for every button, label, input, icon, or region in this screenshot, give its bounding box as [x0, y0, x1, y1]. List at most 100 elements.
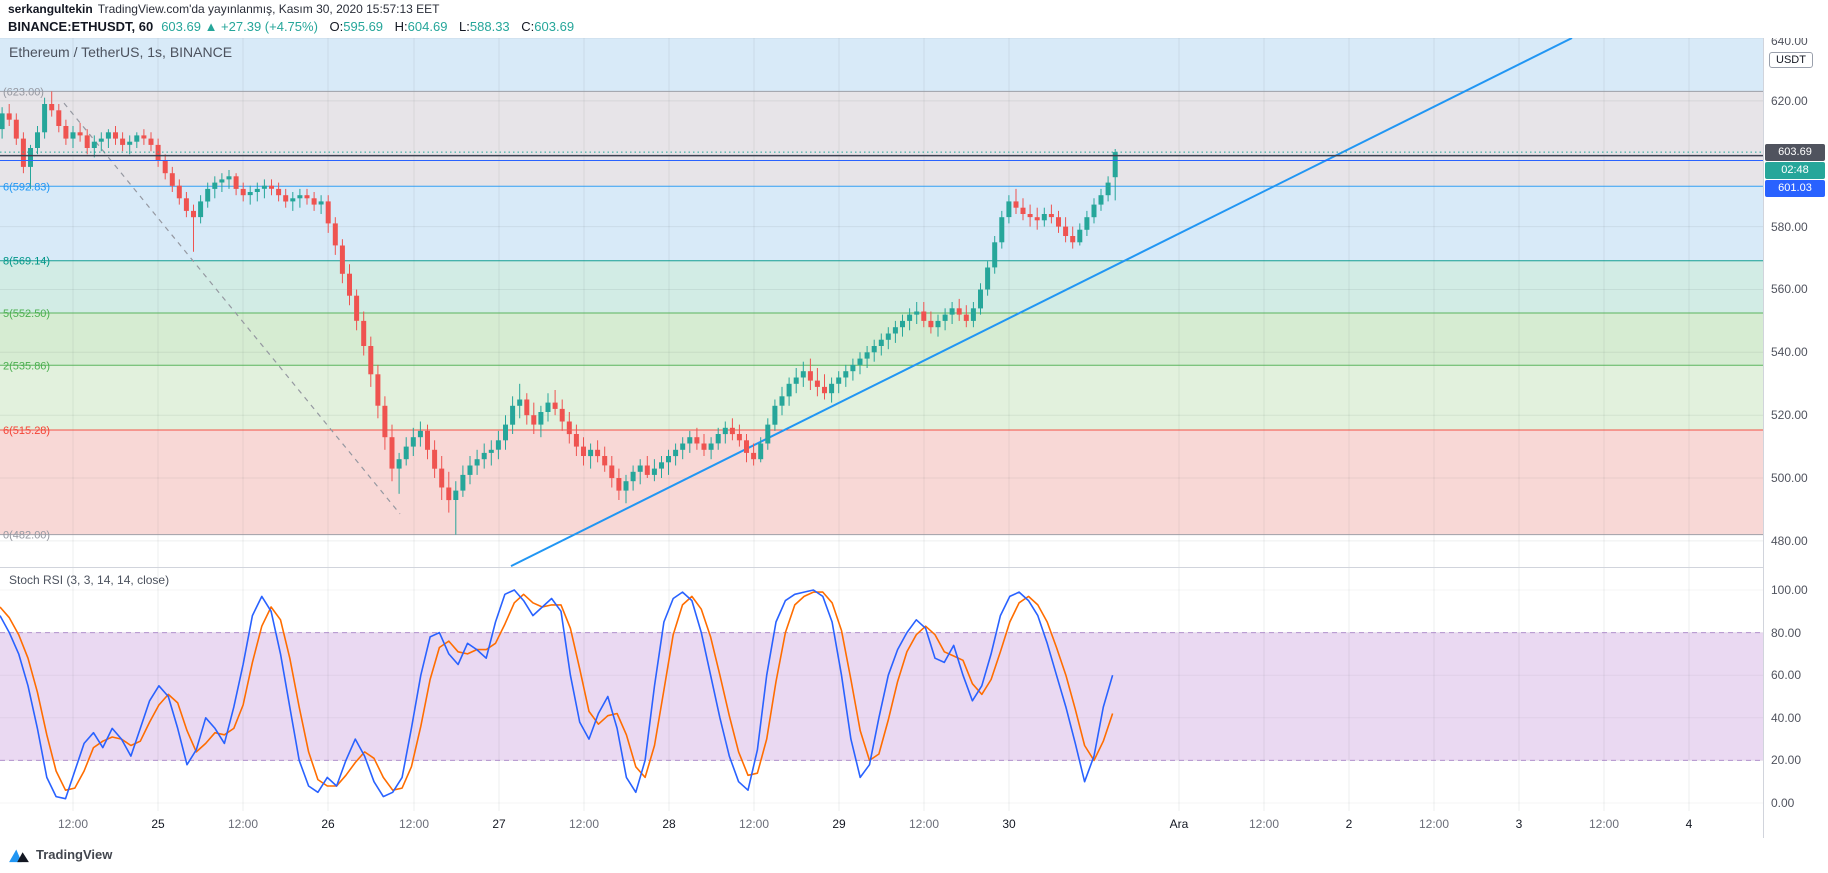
candle-body [1077, 229, 1083, 243]
price-change: ▲ +27.39 (+4.75%) [204, 19, 318, 34]
candle-body [779, 396, 785, 406]
candle-body [361, 320, 367, 346]
price-axis-label: 560.00 [1771, 282, 1808, 297]
candle-body [680, 443, 686, 450]
candle-body [495, 440, 501, 450]
candle-body [460, 474, 466, 491]
price-axis-label: 480.00 [1771, 533, 1808, 548]
fib-level-label: 8(569.14) [3, 256, 50, 268]
candle-body [1105, 182, 1111, 196]
candle-body [113, 132, 118, 139]
candle-body [77, 132, 83, 136]
time-axis-label: 12:00 [57, 817, 89, 831]
candle-body [439, 468, 445, 488]
candle-body [637, 465, 643, 472]
price-axis-label: 620.00 [1771, 93, 1808, 108]
main-chart-canvas[interactable]: (623.00) 6(592.83) 8(569.14) 5(552.50) 2(535… [0, 38, 1763, 567]
candle-body [105, 132, 111, 139]
candle-body [566, 421, 572, 435]
candle-body [311, 198, 317, 205]
candle-body [1091, 204, 1097, 218]
time-axis-label: 12:00 [1418, 817, 1450, 831]
close-value: 603.69 [534, 19, 575, 34]
stoch-band-fill [0, 632, 1763, 761]
stoch-axis-label: 60.00 [1771, 668, 1802, 683]
candle-body [949, 308, 955, 315]
candle-body [928, 320, 934, 328]
symbol-interval[interactable]: BINANCE:ETHUSDT, 60 [8, 19, 154, 34]
quote-currency-badge: USDT [1769, 52, 1813, 68]
candle-body [56, 110, 62, 126]
candle-body [325, 201, 331, 224]
candle-body [240, 188, 246, 196]
time-axis-label: Ara [1169, 817, 1189, 831]
candle-body [134, 135, 140, 142]
high-value: 604.69 [407, 19, 448, 34]
candle-body [772, 405, 778, 425]
candle-body [191, 210, 196, 218]
time-axis-label: 12:00 [908, 817, 940, 831]
candle-body [1070, 236, 1076, 243]
candle-body [290, 198, 296, 202]
candle-body [978, 289, 983, 309]
candle-body [368, 346, 374, 375]
candle-body [807, 371, 813, 381]
candle-body [694, 437, 700, 444]
candle-body [488, 449, 494, 453]
candle-body [141, 135, 147, 139]
candle-body [871, 346, 877, 353]
chart-legend-title[interactable]: Ethereum / TetherUS, 1s, BINANCE [9, 44, 233, 60]
candle-body [850, 364, 856, 372]
author-name[interactable]: serkangultekin [8, 2, 93, 16]
stoch-axis-label: 0.00 [1771, 796, 1795, 810]
candle-body [609, 465, 615, 479]
candle-body [49, 104, 55, 111]
pane-separator[interactable] [0, 567, 1828, 568]
stoch-axis-label: 80.00 [1771, 625, 1802, 640]
candle-body [318, 201, 324, 205]
stoch-rsi-pane-canvas[interactable] [0, 568, 1763, 811]
price-axis-label: 540.00 [1771, 345, 1808, 360]
symbol-row: BINANCE:ETHUSDT, 60 603.69 ▲ +27.39 (+4.7… [8, 19, 574, 34]
candle-body [1027, 214, 1033, 218]
candle-body [1048, 214, 1054, 218]
price-axis[interactable]: 640.00 620.00 580.00 560.00 540.00 520.00 500.… [1763, 34, 1828, 838]
stoch-rsi-indicator-label[interactable]: Stoch RSI (3, 3, 14, 14, close) [9, 573, 170, 587]
time-axis[interactable]: 12:00 25 12:00 26 12:00 27 12:00 28 12:00 29 12:00… [0, 811, 1763, 838]
candle-body [892, 327, 898, 334]
candle-body [623, 481, 629, 491]
price-axis-label: 520.00 [1771, 408, 1808, 423]
candle-body [729, 427, 735, 435]
last-price: 603.69 [161, 19, 201, 34]
candle-body [84, 135, 90, 148]
candle-body [843, 371, 849, 378]
price-axis-label: 580.00 [1771, 219, 1808, 234]
candle-body [814, 380, 820, 387]
candle-body [176, 185, 182, 199]
candle-body [793, 377, 799, 384]
candle-body [503, 424, 508, 441]
fib-level-label: 5(552.50) [3, 308, 50, 320]
time-axis-label: 12:00 [1248, 817, 1280, 831]
candle-body [970, 308, 976, 321]
candle-body [205, 188, 211, 202]
candle-body [744, 440, 749, 453]
candle-body [1041, 214, 1047, 221]
tradingview-brand[interactable]: TradingView [36, 846, 113, 862]
time-axis-label: 25 [151, 817, 165, 831]
candle-body [1112, 152, 1118, 178]
stoch-k-line [0, 589, 1114, 800]
candle-body [666, 456, 671, 463]
candle-body [992, 242, 998, 268]
candle-body [552, 402, 558, 409]
candle-body [1006, 201, 1012, 218]
time-axis-label: 12:00 [227, 817, 259, 831]
time-axis-label: 27 [492, 817, 506, 831]
candle-body [673, 449, 679, 457]
candle-body [375, 374, 381, 406]
candle-body [907, 314, 913, 321]
candle-body [857, 358, 863, 365]
candle-body [864, 352, 870, 359]
candle-body [630, 471, 636, 482]
